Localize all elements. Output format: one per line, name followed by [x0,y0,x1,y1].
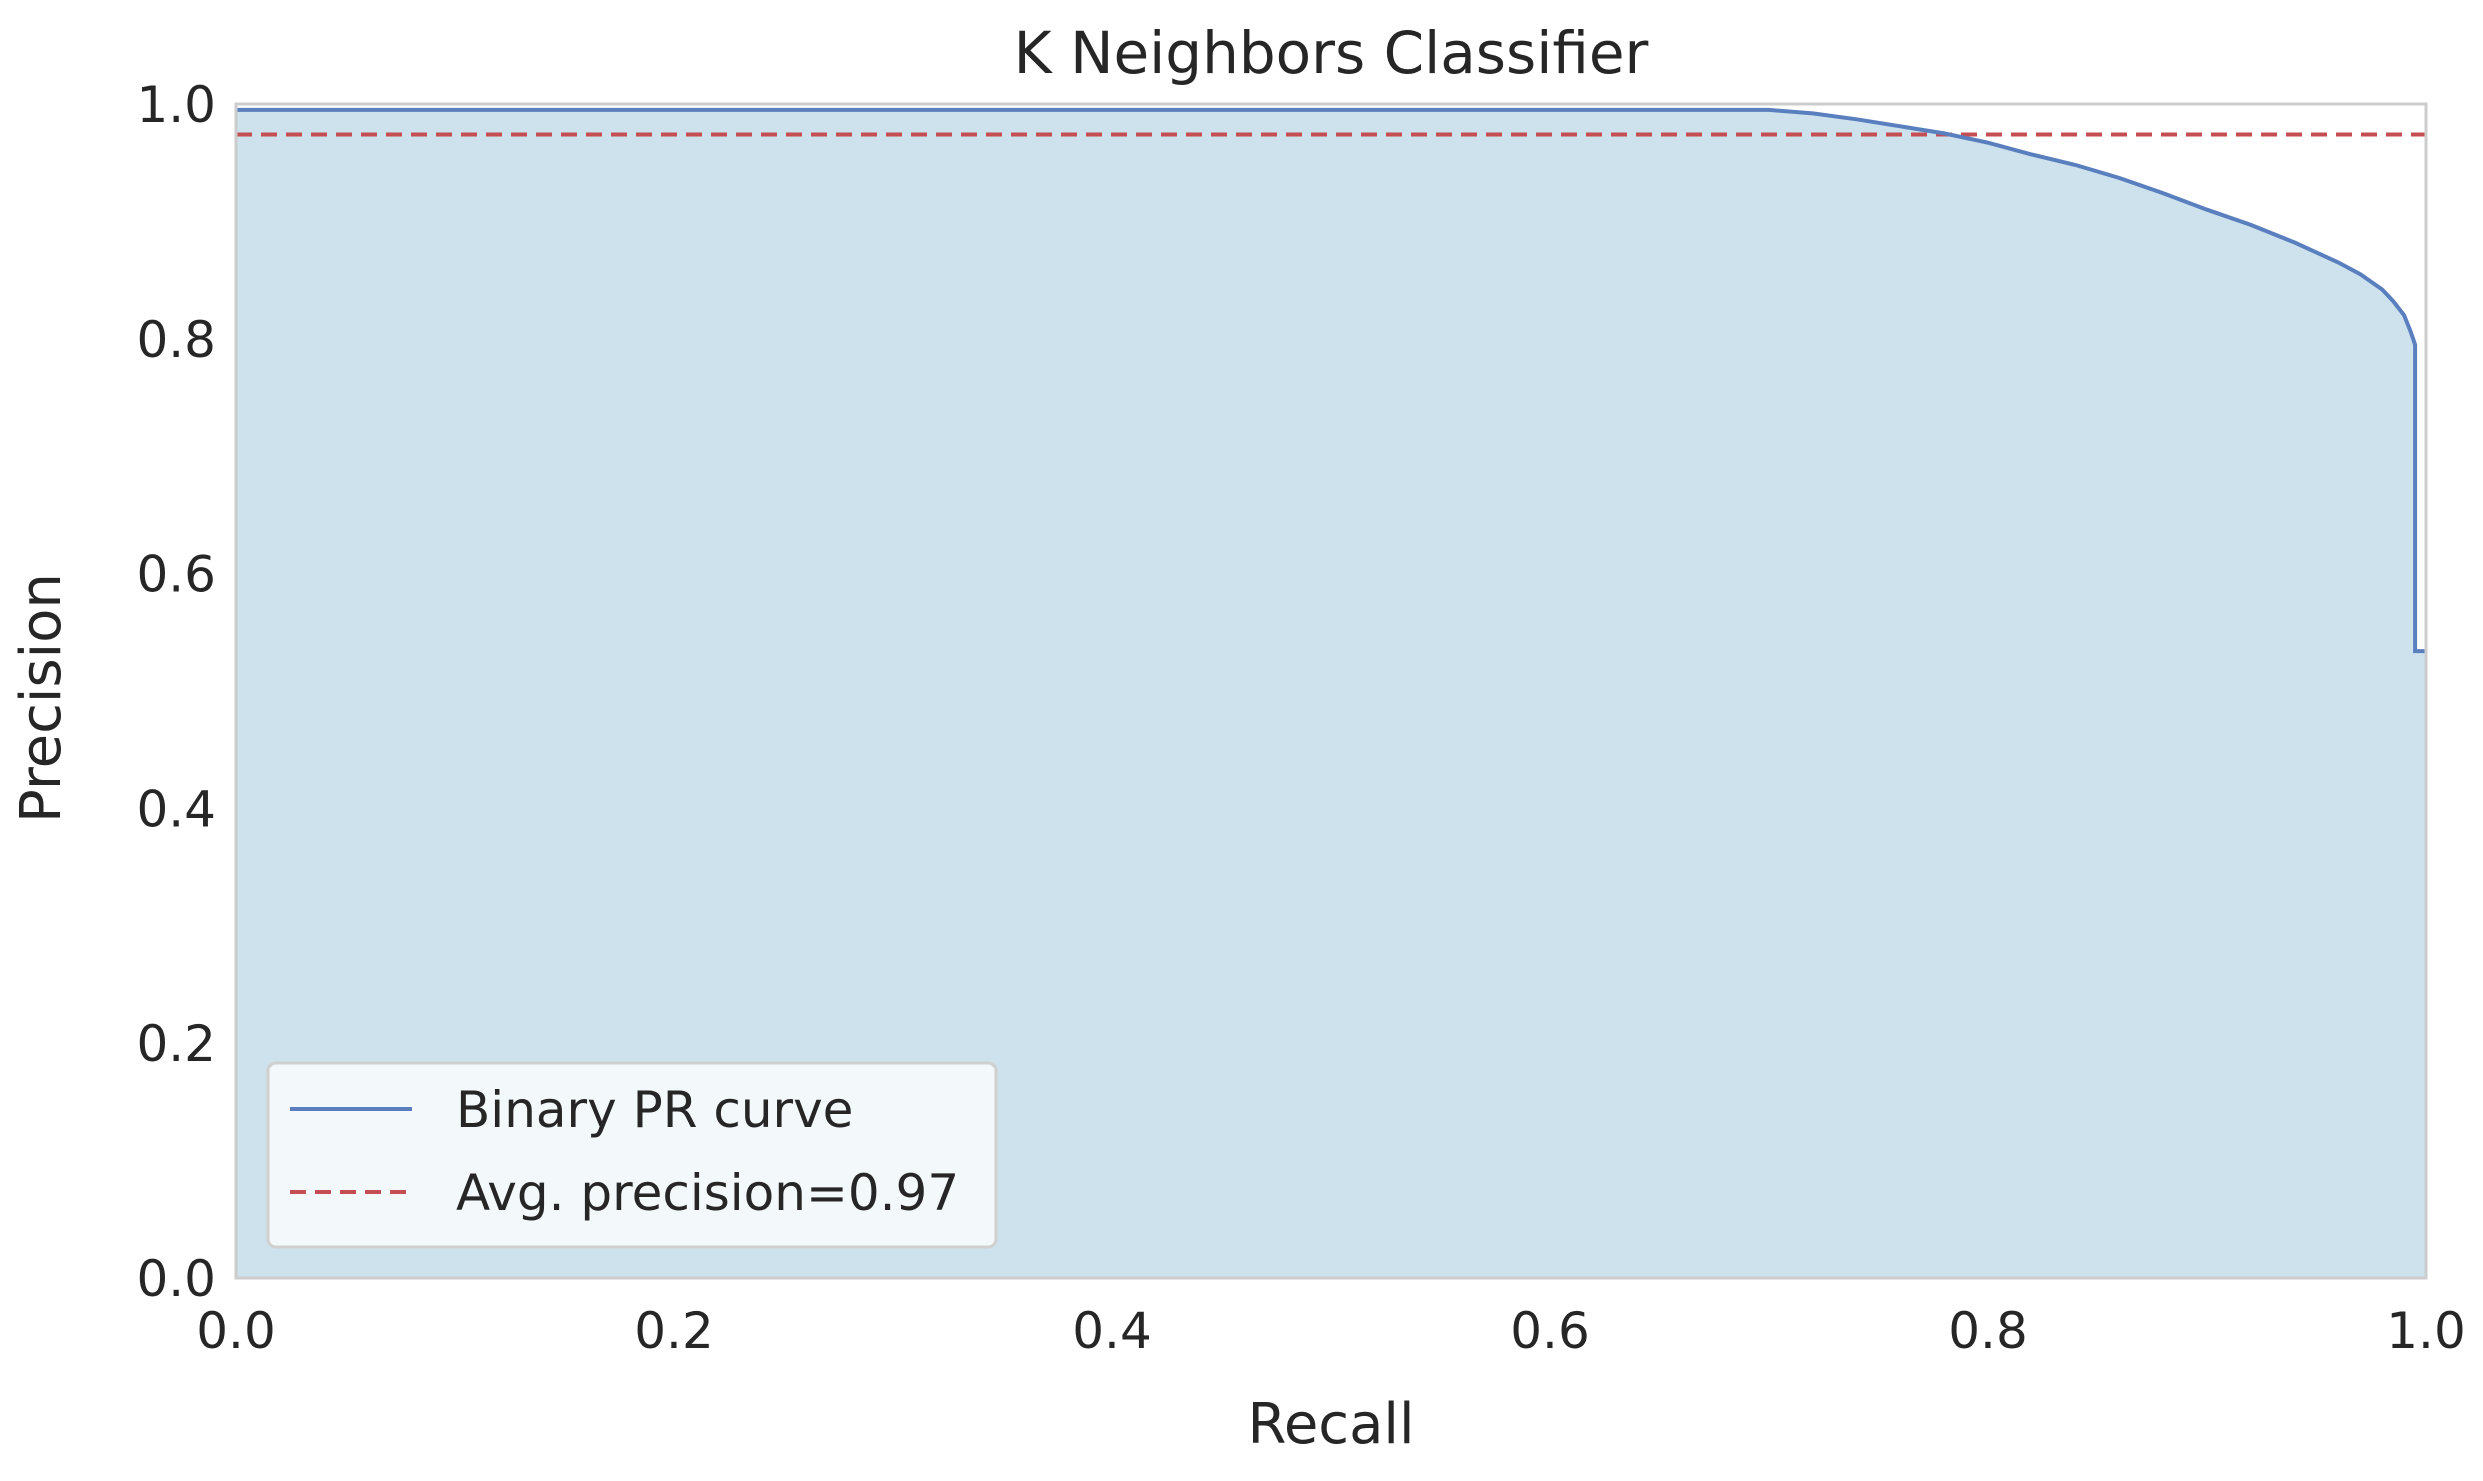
chart-title: K Neighbors Classifier [1014,19,1649,87]
x-axis: 0.0 0.2 0.4 0.6 0.8 1.0 Recall [196,1302,2466,1457]
x-tick-label: 1.0 [2386,1302,2466,1360]
plot-frame [234,102,2428,1280]
y-axis-label: Precision [9,573,74,823]
legend-label-avg-precision: Avg. precision=0.97 [456,1164,959,1222]
y-tick-label: 1.0 [136,76,216,134]
y-tick-label: 0.6 [136,546,216,604]
pr-curve-fill [236,109,2426,1278]
x-tick-label: 0.4 [1072,1302,1152,1360]
plot-area [234,102,2428,1280]
y-axis: 0.0 0.2 0.4 0.6 0.8 1.0 Precision [9,76,216,1308]
legend-box [266,1061,998,1249]
y-tick-label: 0.2 [136,1015,216,1073]
x-tick-label: 0.0 [196,1302,276,1360]
x-tick-label: 0.8 [1948,1302,2028,1360]
y-tick-label: 0.8 [136,311,216,369]
legend: Binary PR curve Avg. precision=0.97 [266,1061,998,1249]
x-tick-label: 0.2 [634,1302,714,1360]
x-axis-label: Recall [1247,1392,1414,1457]
pr-curve-line [236,107,2426,654]
y-tick-label: 0.0 [136,1250,216,1308]
x-tick-label: 0.6 [1510,1302,1590,1360]
legend-label-pr-curve: Binary PR curve [456,1081,853,1139]
y-tick-label: 0.4 [136,780,216,838]
